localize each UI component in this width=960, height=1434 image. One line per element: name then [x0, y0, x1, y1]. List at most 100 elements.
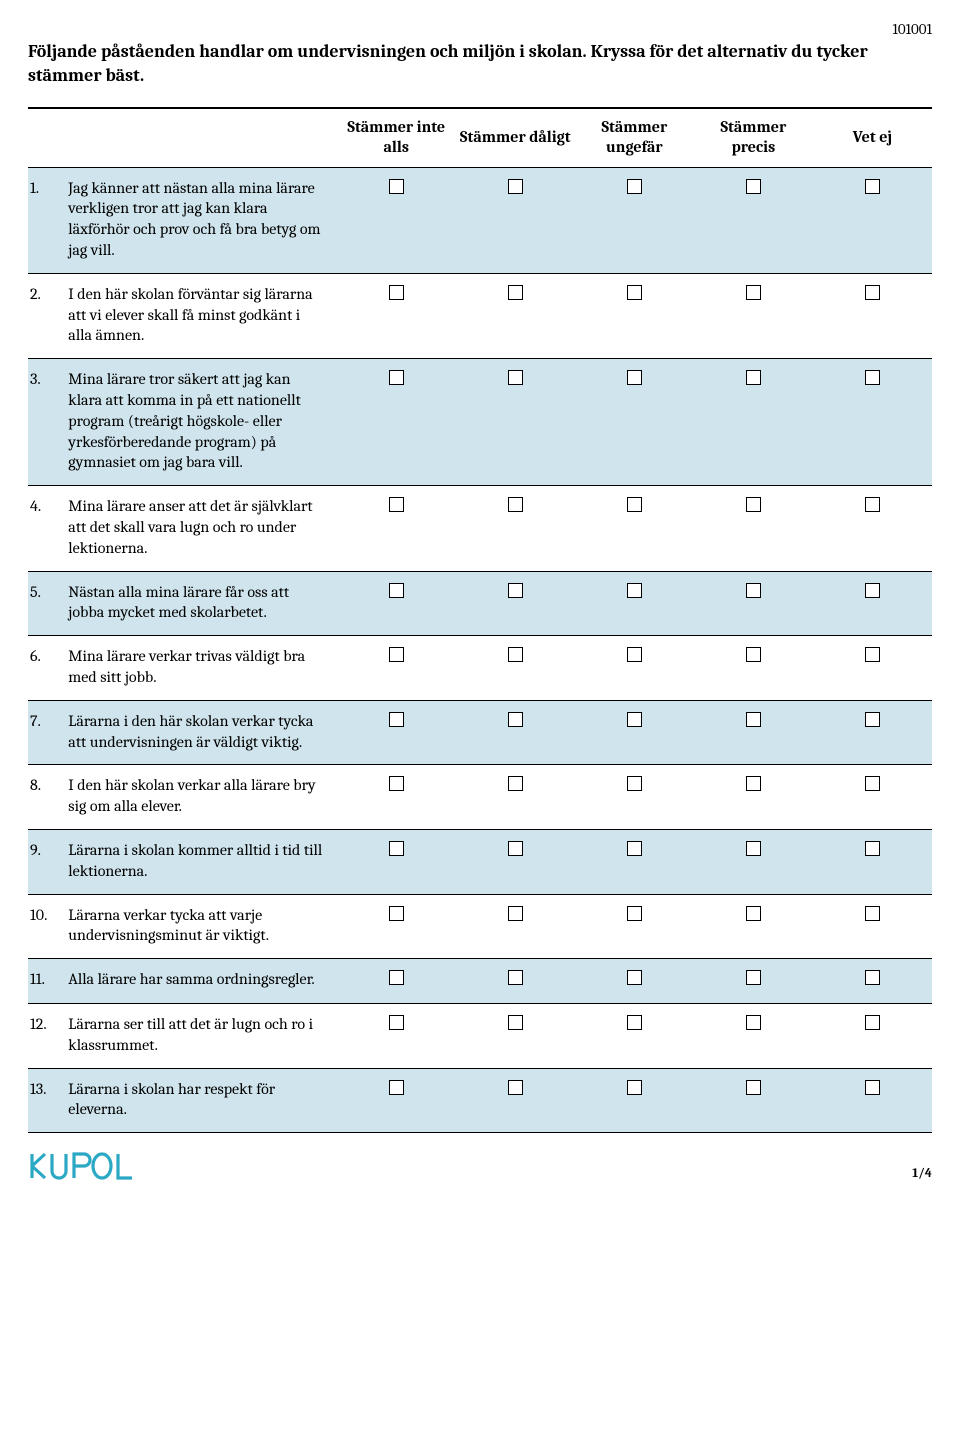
checkbox[interactable] — [627, 1015, 642, 1030]
survey-table: Stämmer inte alls Stämmer dåligt Stämmer… — [28, 107, 932, 1134]
question-number: 7. — [28, 700, 62, 765]
checkbox[interactable] — [865, 497, 880, 512]
checkbox[interactable] — [865, 1015, 880, 1030]
option-cell — [456, 359, 575, 486]
checkbox[interactable] — [508, 285, 523, 300]
checkbox[interactable] — [865, 841, 880, 856]
checkbox[interactable] — [865, 970, 880, 985]
checkbox[interactable] — [389, 497, 404, 512]
option-cell — [456, 959, 575, 1004]
checkbox[interactable] — [508, 647, 523, 662]
question-text: I den här skolan förväntar sig lärarna a… — [62, 273, 336, 358]
checkbox[interactable] — [508, 776, 523, 791]
page-number: 1/4 — [912, 1166, 932, 1181]
checkbox[interactable] — [389, 1015, 404, 1030]
checkbox[interactable] — [389, 906, 404, 921]
question-row: 10.Lärarna verkar tycka att varje underv… — [28, 894, 932, 959]
checkbox[interactable] — [627, 285, 642, 300]
checkbox[interactable] — [865, 776, 880, 791]
option-cell — [575, 167, 694, 273]
checkbox[interactable] — [389, 370, 404, 385]
checkbox[interactable] — [746, 712, 761, 727]
checkbox[interactable] — [508, 583, 523, 598]
checkbox[interactable] — [746, 583, 761, 598]
option-cell — [694, 894, 813, 959]
checkbox[interactable] — [746, 1080, 761, 1095]
checkbox[interactable] — [746, 970, 761, 985]
question-row: 12.Lärarna ser till att det är lugn och … — [28, 1003, 932, 1068]
checkbox[interactable] — [865, 370, 880, 385]
checkbox[interactable] — [508, 1015, 523, 1030]
checkbox[interactable] — [508, 906, 523, 921]
checkbox[interactable] — [865, 583, 880, 598]
option-cell — [694, 959, 813, 1004]
checkbox[interactable] — [746, 497, 761, 512]
checkbox[interactable] — [389, 647, 404, 662]
option-cell — [337, 359, 456, 486]
checkbox[interactable] — [508, 712, 523, 727]
question-number: 10. — [28, 894, 62, 959]
checkbox[interactable] — [865, 285, 880, 300]
checkbox[interactable] — [389, 285, 404, 300]
checkbox[interactable] — [746, 285, 761, 300]
option-cell — [694, 273, 813, 358]
question-text: Alla lärare har samma ordningsregler. — [62, 959, 336, 1004]
checkbox[interactable] — [865, 712, 880, 727]
option-cell — [813, 273, 932, 358]
question-number: 1. — [28, 167, 62, 273]
checkbox[interactable] — [627, 906, 642, 921]
checkbox[interactable] — [389, 970, 404, 985]
checkbox[interactable] — [746, 179, 761, 194]
checkbox[interactable] — [508, 841, 523, 856]
checkbox[interactable] — [508, 370, 523, 385]
option-cell — [575, 700, 694, 765]
option-cell — [575, 959, 694, 1004]
logo — [28, 1151, 138, 1181]
question-number: 2. — [28, 273, 62, 358]
question-number: 13. — [28, 1068, 62, 1133]
option-cell — [456, 486, 575, 571]
question-number: 3. — [28, 359, 62, 486]
checkbox[interactable] — [865, 179, 880, 194]
option-cell — [337, 486, 456, 571]
checkbox[interactable] — [627, 841, 642, 856]
checkbox[interactable] — [746, 906, 761, 921]
option-cell — [813, 359, 932, 486]
col-header-2: Stämmer dåligt — [456, 108, 575, 168]
option-cell — [337, 273, 456, 358]
checkbox[interactable] — [389, 712, 404, 727]
checkbox[interactable] — [389, 841, 404, 856]
checkbox[interactable] — [746, 776, 761, 791]
checkbox[interactable] — [627, 370, 642, 385]
checkbox[interactable] — [508, 497, 523, 512]
option-cell — [694, 167, 813, 273]
checkbox[interactable] — [627, 497, 642, 512]
checkbox[interactable] — [389, 1080, 404, 1095]
option-cell — [694, 829, 813, 894]
question-text: Jag känner att nästan alla mina lärare v… — [62, 167, 336, 273]
checkbox[interactable] — [746, 841, 761, 856]
checkbox[interactable] — [627, 179, 642, 194]
checkbox[interactable] — [865, 647, 880, 662]
checkbox[interactable] — [865, 906, 880, 921]
checkbox[interactable] — [627, 776, 642, 791]
checkbox[interactable] — [746, 370, 761, 385]
checkbox[interactable] — [865, 1080, 880, 1095]
checkbox[interactable] — [627, 1080, 642, 1095]
checkbox[interactable] — [627, 970, 642, 985]
checkbox[interactable] — [746, 647, 761, 662]
question-number: 5. — [28, 571, 62, 636]
checkbox[interactable] — [627, 647, 642, 662]
checkbox[interactable] — [627, 712, 642, 727]
checkbox[interactable] — [508, 1080, 523, 1095]
checkbox[interactable] — [389, 179, 404, 194]
checkbox[interactable] — [389, 776, 404, 791]
checkbox[interactable] — [389, 583, 404, 598]
checkbox[interactable] — [508, 970, 523, 985]
checkbox[interactable] — [627, 583, 642, 598]
option-cell — [694, 765, 813, 830]
checkbox[interactable] — [746, 1015, 761, 1030]
option-cell — [694, 359, 813, 486]
checkbox[interactable] — [508, 179, 523, 194]
header-row: Stämmer inte alls Stämmer dåligt Stämmer… — [28, 108, 932, 168]
